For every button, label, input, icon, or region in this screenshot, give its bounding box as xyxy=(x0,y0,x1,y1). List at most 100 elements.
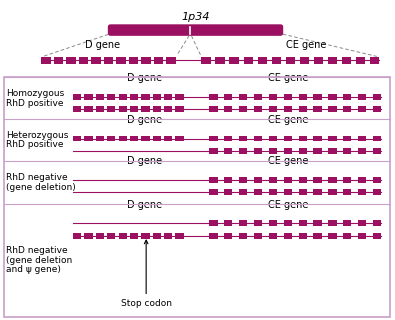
Bar xyxy=(373,177,381,183)
Text: CE gene: CE gene xyxy=(286,40,327,51)
Bar xyxy=(130,94,138,100)
Bar xyxy=(141,57,151,64)
Bar xyxy=(373,220,381,226)
Bar xyxy=(224,233,232,239)
Bar xyxy=(209,220,218,226)
Bar xyxy=(41,57,51,64)
Bar xyxy=(130,233,138,239)
Bar xyxy=(284,220,292,226)
Bar xyxy=(328,177,337,183)
Bar xyxy=(343,233,352,239)
Bar xyxy=(373,148,381,154)
Bar xyxy=(269,136,277,141)
Bar xyxy=(107,233,115,239)
Bar xyxy=(373,136,381,141)
Bar xyxy=(284,177,292,183)
Bar xyxy=(73,233,81,239)
Bar xyxy=(269,177,277,183)
Bar xyxy=(224,189,232,195)
Bar xyxy=(118,233,127,239)
Bar xyxy=(314,106,322,112)
Bar xyxy=(66,57,76,64)
Bar xyxy=(343,189,352,195)
Bar xyxy=(314,148,322,154)
Bar xyxy=(342,57,351,64)
Bar xyxy=(358,148,366,154)
Bar xyxy=(85,136,93,141)
Bar xyxy=(91,57,101,64)
Bar xyxy=(373,233,381,239)
Text: Homozygous: Homozygous xyxy=(6,89,64,98)
Bar xyxy=(118,136,127,141)
Bar xyxy=(216,57,225,64)
Bar xyxy=(239,94,247,100)
Bar xyxy=(370,57,379,64)
Bar xyxy=(284,148,292,154)
Bar xyxy=(79,57,88,64)
Bar xyxy=(254,177,262,183)
Bar xyxy=(299,148,307,154)
Bar xyxy=(175,94,184,100)
Bar xyxy=(154,57,163,64)
Bar xyxy=(141,233,150,239)
Bar xyxy=(314,177,322,183)
Bar xyxy=(96,136,104,141)
Bar xyxy=(209,148,218,154)
Bar xyxy=(328,148,337,154)
FancyBboxPatch shape xyxy=(108,24,283,36)
Bar xyxy=(209,189,218,195)
Bar xyxy=(239,233,247,239)
Bar xyxy=(343,148,352,154)
Bar xyxy=(284,94,292,100)
Text: D gene: D gene xyxy=(85,40,120,51)
Bar xyxy=(269,94,277,100)
Text: D gene: D gene xyxy=(127,115,162,125)
Bar xyxy=(358,189,366,195)
Bar xyxy=(107,106,115,112)
Bar xyxy=(254,220,262,226)
Bar xyxy=(328,233,337,239)
Bar xyxy=(358,136,366,141)
Bar xyxy=(327,57,337,64)
Bar xyxy=(284,189,292,195)
Bar xyxy=(358,220,366,226)
Bar xyxy=(73,94,81,100)
Bar xyxy=(107,94,115,100)
Bar xyxy=(175,233,184,239)
Bar xyxy=(269,148,277,154)
Bar xyxy=(209,94,218,100)
Bar xyxy=(239,177,247,183)
Bar xyxy=(153,136,161,141)
Bar xyxy=(328,94,337,100)
Bar xyxy=(299,177,307,183)
Bar xyxy=(73,106,81,112)
Bar xyxy=(85,94,93,100)
Bar xyxy=(224,220,232,226)
Bar xyxy=(85,233,93,239)
Bar xyxy=(299,220,307,226)
Bar xyxy=(209,177,218,183)
Bar xyxy=(209,136,218,141)
Bar xyxy=(118,94,127,100)
Bar xyxy=(299,233,307,239)
Bar xyxy=(141,136,150,141)
Bar xyxy=(343,220,352,226)
Bar xyxy=(356,57,365,64)
Bar xyxy=(314,136,322,141)
Bar xyxy=(254,233,262,239)
Bar xyxy=(141,106,150,112)
Bar xyxy=(130,136,138,141)
Bar xyxy=(201,57,211,64)
Text: Stop codon: Stop codon xyxy=(120,240,172,308)
Text: and ψ gene): and ψ gene) xyxy=(6,265,61,275)
Bar xyxy=(254,148,262,154)
Bar xyxy=(209,233,218,239)
Bar xyxy=(153,94,161,100)
Bar xyxy=(299,106,307,112)
Bar xyxy=(85,106,93,112)
Bar xyxy=(314,189,322,195)
Bar xyxy=(286,57,295,64)
Bar xyxy=(254,189,262,195)
Bar xyxy=(229,57,239,64)
Text: D gene: D gene xyxy=(127,73,162,83)
